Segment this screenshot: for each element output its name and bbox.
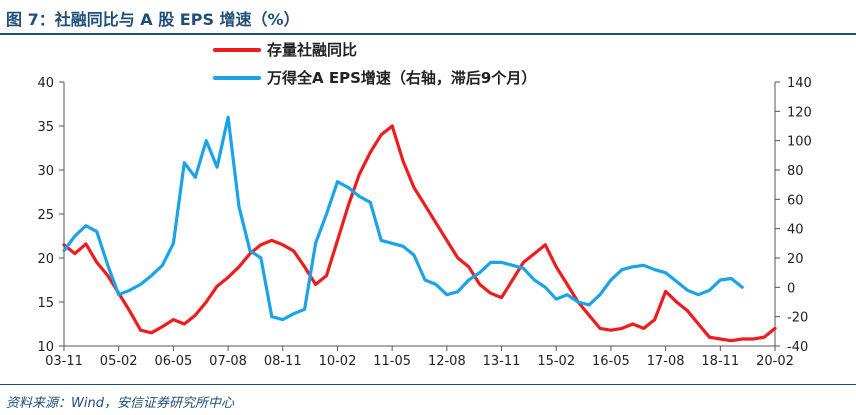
y-right-tick-label: -40 [787, 340, 808, 355]
title-bar: 图 7：社融同比与 A 股 EPS 增速（%） [0, 0, 856, 40]
chart-axes: 10 15 20 25 30 35 40 -40 -20 0 20 40 60 80 100 120 140 03… [37, 76, 811, 369]
legend-label-1: 万得全A EPS增速（右轴，滞后9个月） [266, 69, 536, 87]
page-title: 图 7：社融同比与 A 股 EPS 增速（%） [6, 10, 300, 29]
y-right-tick-label: 120 [787, 105, 812, 120]
x-tick-label: 13-11 [483, 354, 521, 369]
y-right-tick-label: 20 [787, 252, 804, 267]
x-tick-label: 06-05 [154, 354, 192, 369]
x-tick-label: 16-05 [592, 354, 630, 369]
y-right-tick-label: 80 [787, 164, 804, 179]
x-tick-label: 05-02 [100, 354, 138, 369]
x-tick-label: 18-11 [701, 354, 739, 369]
y-left-tick-label: 20 [37, 252, 54, 267]
series-line-1 [62, 115, 744, 322]
series-line-0 [62, 124, 777, 343]
y-right-tick-label: 140 [787, 76, 812, 91]
x-tick-label: 12-08 [428, 354, 466, 369]
x-tick-label: 20-02 [756, 354, 794, 369]
x-tick-label: 10-02 [319, 354, 357, 369]
x-tick-label: 17-08 [647, 354, 685, 369]
x-tick-label: 07-08 [209, 354, 247, 369]
legend-label-0: 存量社融同比 [267, 41, 357, 59]
y-left-tick-label: 25 [37, 208, 54, 223]
x-tick-label: 11-05 [373, 354, 411, 369]
y-right-tick-label: 0 [787, 281, 795, 296]
x-tick-label: 08-11 [264, 354, 302, 369]
line-chart: 10 15 20 25 30 35 40 -40 -20 0 20 40 60 80 100 120 140 03… [37, 41, 811, 369]
x-tick-label: 15-02 [537, 354, 575, 369]
y-left-tick-label: 30 [37, 164, 54, 179]
y-right-tick-label: -20 [787, 311, 808, 326]
y-right-tick-label: 40 [787, 223, 804, 238]
y-left-tick-label: 35 [37, 120, 54, 135]
source-divider [0, 384, 856, 385]
y-right-tick-label: 60 [787, 193, 804, 208]
y-left-tick-label: 40 [37, 76, 54, 91]
title-divider [0, 33, 856, 35]
series-layer [62, 115, 777, 343]
y-left-tick-label: 15 [37, 296, 54, 311]
x-tick-label: 03-11 [45, 354, 83, 369]
y-left-tick-label: 10 [37, 340, 54, 355]
source-note: 资料来源：Wind，安信证券研究所中心 [6, 396, 234, 411]
y-right-tick-label: 100 [787, 135, 812, 150]
